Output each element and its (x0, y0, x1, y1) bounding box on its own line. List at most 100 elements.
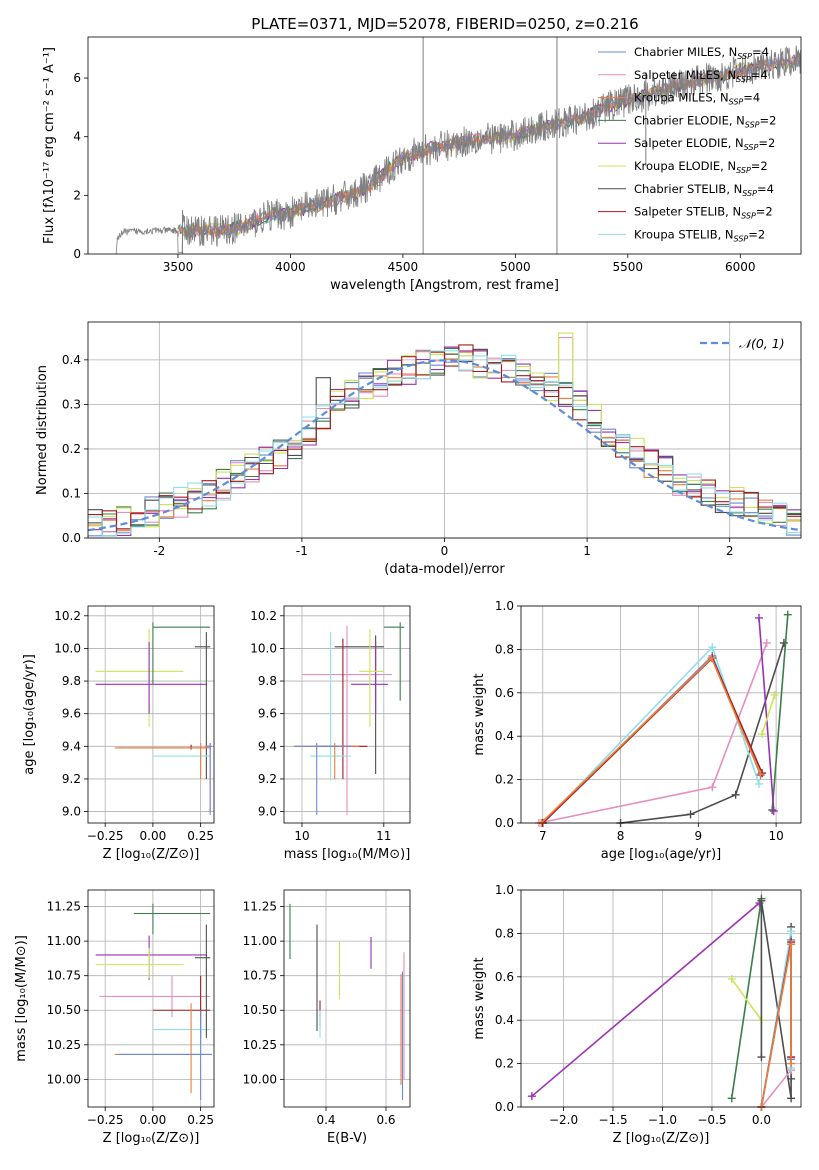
errorbar-point (95, 641, 207, 714)
errorbar-point (95, 935, 207, 980)
y-tick-label: 9.8 (258, 674, 277, 688)
y-tick-label: 11.25 (47, 900, 81, 914)
spectrum-panel: 3500 4000 4500 5000 5500 6000 0 2 4 6 wavelength [… (42, 36, 802, 293)
y-tick-label: 2 (73, 188, 81, 202)
y-tick-label: 1.0 (495, 599, 514, 613)
y-tick-label: 10.0 (250, 641, 277, 655)
x-axis-label: wavelength [Angstrom, rest frame] (330, 278, 559, 293)
weight-line (760, 944, 792, 1108)
weight-line (771, 614, 789, 811)
errorbar-point (152, 975, 211, 1038)
weight-marker (787, 940, 796, 949)
y-tick-label: 0 (73, 247, 81, 261)
weight-marker (757, 896, 766, 905)
y-tick-label: 0.2 (495, 773, 514, 787)
x-tick-label: 0.0 (752, 1113, 771, 1127)
residuals-panel: -2 -1 0 1 2 0.0 0.1 0.2 0.3 0.4 (data-model)/error… (35, 321, 802, 577)
weight-marker (527, 1092, 536, 1101)
errorbar-point (302, 625, 392, 815)
x-axis-label: Z [log₁₀(Z/Z⊙)] (613, 1131, 710, 1146)
weight-line (758, 617, 775, 812)
legend-entry: Kroupa STELIB, NSSP=2 (634, 227, 765, 243)
weight-marker (755, 779, 763, 788)
weight-vs-age-panel: 7 8 9 10 0.0 0.2 0.4 0.6 0.8 1.0 age [log₁₀(age/yr… (472, 599, 802, 862)
plot-area (289, 903, 405, 1101)
legend-entry: Chabrier ELODIE, NSSP=2 (634, 113, 776, 129)
weight-marker (787, 1059, 796, 1068)
y-tick-label: 9.6 (258, 707, 277, 721)
y-tick-label: 11.00 (243, 934, 277, 948)
errorbar-point (118, 1010, 213, 1101)
y-tick-label: 1.0 (495, 883, 514, 897)
errorbar-point (359, 628, 384, 727)
weight-marker (708, 643, 717, 652)
y-axis-label: Flux [fλ10⁻¹⁷ erg cm⁻² s⁻¹ A⁻¹] (42, 47, 57, 244)
weight-vs-metallicity-panel: −2.0 −1.5 −1.0 −0.5 0.0 0.0 0.2 0.4 0.6 0.8 1.0 Z [… (472, 883, 802, 1146)
y-tick-label: 10.50 (47, 1003, 81, 1017)
weight-marker (762, 638, 771, 647)
legend-entry: Kroupa ELODIE, NSSP=2 (634, 159, 768, 175)
x-tick-label: −2.0 (549, 1113, 578, 1127)
errorbar-point (293, 743, 352, 815)
weight-line (760, 900, 792, 1099)
weight-marker (727, 974, 736, 983)
errorbar-point (204, 743, 213, 812)
weight-line (542, 645, 760, 824)
x-tick-label: 6000 (725, 260, 756, 274)
errorbar-point (383, 622, 405, 701)
weight-marker (787, 927, 796, 936)
plot-area (88, 332, 801, 537)
errorbar-point (114, 743, 211, 779)
weight-marker (770, 690, 779, 699)
errorbar-point (152, 622, 211, 685)
y-tick-label: 10.25 (243, 1038, 277, 1052)
weight-line (731, 978, 763, 1021)
y-axis-label: mass weight (472, 957, 487, 1039)
y-tick-label: 10.75 (243, 969, 277, 983)
axes-frame (520, 605, 802, 824)
x-tick-label: 1 (583, 544, 591, 558)
residual-histogram-kroupa_stelib (88, 350, 801, 537)
mass-vs-metallicity-panel: −0.25 0.00 0.25 10.00 10.25 10.50 10.75 11.00 11… (14, 889, 215, 1146)
x-tick-label: -2 (153, 544, 165, 558)
weight-marker (758, 730, 767, 739)
x-axis-label: age [log₁₀(age/yr)] (601, 847, 722, 862)
x-tick-label: 0.25 (187, 829, 214, 843)
errorbar-point (206, 743, 213, 815)
weight-series-salpeter_stelib (538, 654, 767, 827)
weight-lines (527, 894, 796, 1111)
y-tick-label: 0.8 (495, 642, 514, 656)
legend-entry: 𝒩(0, 1) (739, 336, 785, 351)
x-axis-label: Z [log₁₀(Z/Z⊙)] (103, 1131, 200, 1146)
x-tick-label: 10 (768, 829, 783, 843)
y-tick-label: 0.2 (62, 442, 81, 456)
x-tick-label: 5000 (500, 260, 531, 274)
y-tick-label: 9.0 (62, 805, 81, 819)
x-axis-label: Z [log₁₀(Z/Z⊙)] (103, 847, 200, 862)
y-tick-label: 9.2 (62, 772, 81, 786)
y-tick-label: 10.75 (47, 969, 81, 983)
spectrum-legend: Chabrier MILES, NSSP=4 Salpeter MILES, NS… (598, 45, 776, 243)
figure-title: PLATE=0371, MJD=52078, FIBERID=0250, z=0… (251, 15, 638, 33)
axes-frame (87, 36, 802, 255)
errorbar-point (194, 632, 211, 779)
x-tick-label: 3500 (163, 260, 194, 274)
weight-marker (783, 610, 792, 619)
axes-frame (87, 605, 215, 824)
x-tick-label: 10 (294, 829, 309, 843)
errorbar-point (99, 975, 211, 1018)
legend-entry: Chabrier STELIB, NSSP=4 (634, 182, 774, 198)
legend-entry: Chabrier MILES, NSSP=4 (634, 45, 769, 61)
x-tick-label: −1.0 (648, 1113, 677, 1127)
axes-frame (520, 889, 802, 1108)
y-tick-label: 11.00 (47, 934, 81, 948)
x-tick-label: −0.25 (87, 829, 124, 843)
observed-spectrum (115, 45, 801, 254)
errorbar-point (152, 749, 211, 776)
weight-line (620, 642, 785, 824)
weight-marker (727, 1094, 736, 1103)
y-tick-label: 10.00 (243, 1072, 277, 1086)
y-tick-label: 9.4 (258, 739, 277, 753)
age-vs-metallicity-panel: −0.25 0.00 0.25 9.0 9.2 9.4 9.6 9.8 10.0 10.2 Z [l… (22, 605, 215, 862)
